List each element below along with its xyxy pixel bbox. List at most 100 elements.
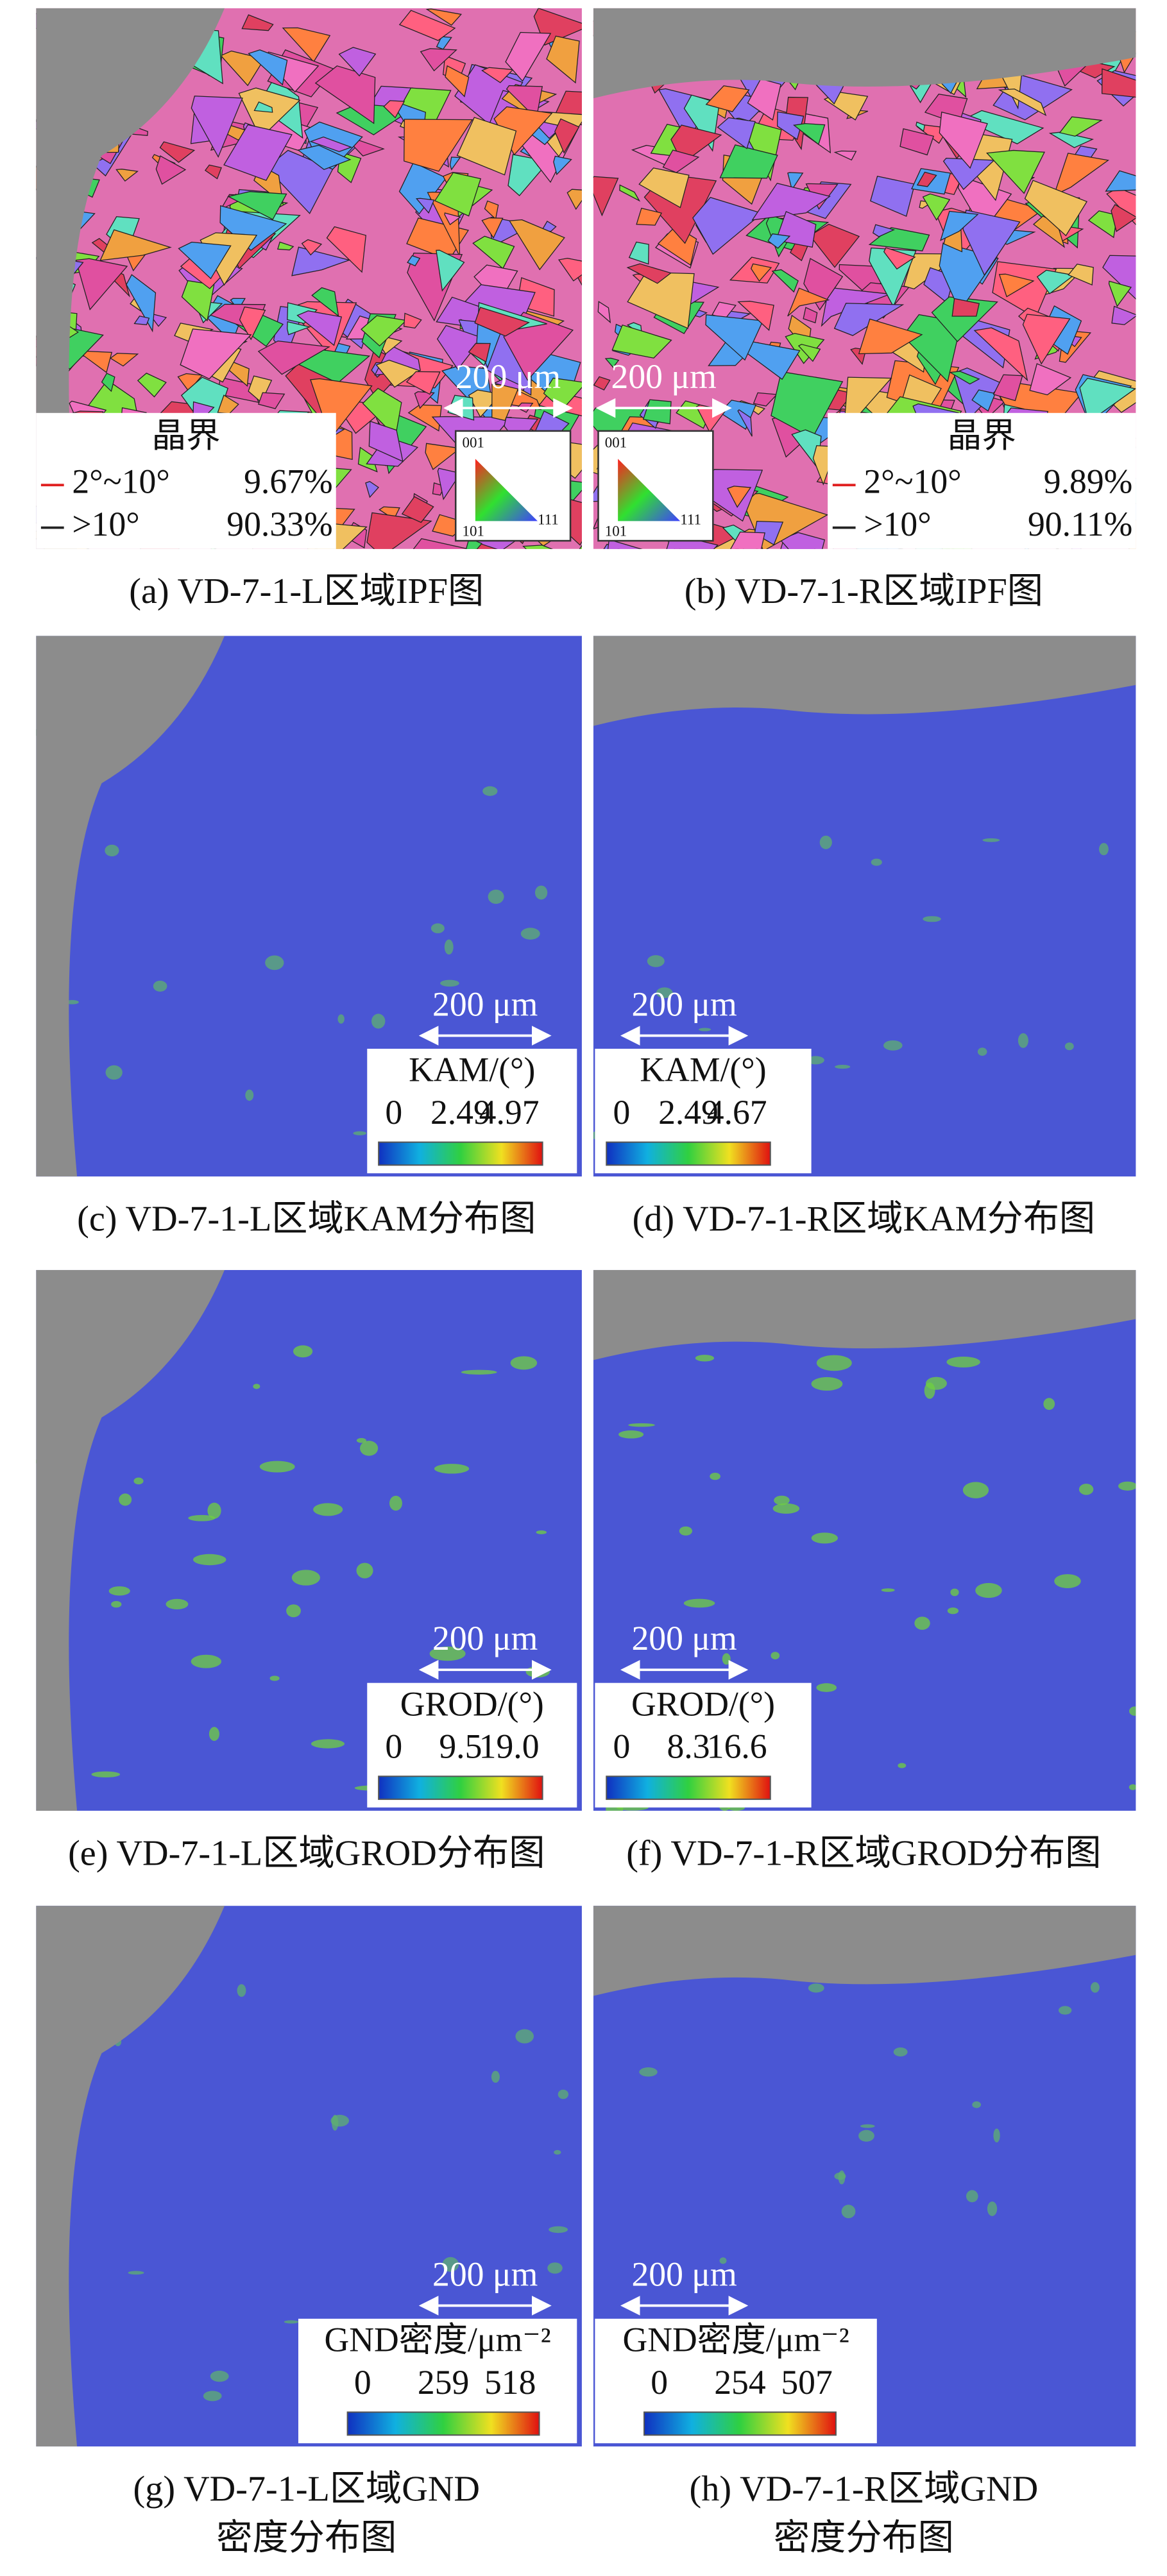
grain [1087, 210, 1118, 239]
colorbar-title: GND密度/μm⁻² [325, 2321, 551, 2359]
speck [679, 1526, 693, 1536]
grain [420, 48, 457, 72]
grain [75, 258, 128, 310]
speck [337, 1014, 345, 1024]
legend-value: 90.11% [1028, 505, 1132, 543]
speck [536, 1530, 547, 1534]
speck [291, 1570, 320, 1586]
grain [948, 371, 980, 385]
micrograph [36, 8, 582, 549]
ipf-key-label: 101 [605, 523, 627, 539]
speck [360, 1441, 379, 1456]
speck [549, 2226, 568, 2233]
speck [133, 1477, 144, 1485]
grain [291, 246, 351, 276]
speck [1018, 1033, 1028, 1048]
speck [772, 1503, 800, 1514]
speck [656, 987, 673, 998]
grain [1053, 153, 1109, 196]
speck [293, 1345, 313, 1358]
speck [808, 1983, 824, 1993]
grain [753, 392, 778, 407]
grain [607, 539, 643, 549]
grain [717, 117, 756, 149]
speck [520, 928, 540, 940]
grain [727, 486, 752, 508]
speck [558, 2089, 569, 2099]
grain [436, 36, 452, 50]
substrate [36, 636, 225, 1177]
speck [193, 1554, 226, 1566]
grain [872, 224, 896, 237]
speck [440, 979, 459, 987]
colorbar [378, 1775, 543, 1801]
colorbar-tick-label: 0 [385, 1093, 402, 1131]
speck [111, 1601, 122, 1608]
grain [398, 10, 456, 41]
grain [407, 255, 421, 267]
colorbar [346, 2411, 540, 2436]
speck [119, 1493, 132, 1506]
speck [966, 2190, 978, 2203]
speck [719, 2257, 727, 2264]
speck [923, 916, 941, 922]
speck [898, 1763, 907, 1768]
scale-bar-label: 200 μm [631, 2255, 737, 2293]
grain [998, 273, 1035, 298]
substrate [36, 1269, 225, 1811]
speck [488, 889, 504, 904]
grain [636, 207, 662, 226]
grain [239, 306, 266, 341]
speck [1129, 1706, 1136, 1716]
speck [834, 2173, 846, 2180]
speck [371, 1013, 386, 1029]
ipf-key-label: 111 [680, 512, 701, 528]
speck [972, 2101, 982, 2108]
grain [705, 314, 764, 361]
speck [1078, 1484, 1094, 1495]
scale-bar-label: 200 μm [631, 985, 737, 1023]
speck [286, 1604, 301, 1618]
grain [604, 357, 620, 368]
speck [811, 1532, 839, 1544]
speck [881, 1588, 895, 1592]
grain [301, 239, 323, 256]
speck [525, 1666, 550, 1678]
grain [314, 65, 376, 124]
speck [356, 1563, 373, 1579]
grain [858, 318, 923, 355]
speck [947, 1607, 959, 1614]
speck [269, 1675, 280, 1681]
scale-bar-label: 200 μm [432, 985, 538, 1023]
grain [603, 543, 620, 549]
ipf-key-box [597, 430, 714, 542]
grain [159, 141, 196, 163]
colorbar-title: KAM/(°) [409, 1051, 535, 1089]
speck [442, 2257, 459, 2272]
grain [730, 531, 765, 549]
grain [628, 241, 649, 265]
grain [747, 78, 781, 121]
grain [277, 241, 294, 251]
grain [797, 344, 821, 362]
grain [1068, 264, 1094, 286]
colorbar-title: GROD/(°) [400, 1684, 544, 1723]
colorbar-tick-label: 2.49 [430, 1093, 491, 1131]
speck [356, 1437, 366, 1443]
speck [153, 980, 167, 992]
grain [627, 271, 695, 329]
grain [939, 111, 988, 169]
colorbar-title: KAM/(°) [640, 1051, 766, 1089]
speck [819, 835, 832, 849]
legend-box [36, 412, 336, 549]
caption: (g) VD-7-1-L区域GND [133, 2470, 480, 2509]
speck [1090, 1982, 1100, 1993]
legend-range: >10° [72, 505, 139, 543]
grain [1111, 204, 1136, 232]
grain [444, 212, 461, 226]
ipf-key-label: 001 [462, 435, 484, 451]
legend-title: 晶界 [948, 416, 1016, 455]
speck [771, 1652, 780, 1659]
speck [482, 786, 498, 796]
grain [368, 420, 404, 462]
